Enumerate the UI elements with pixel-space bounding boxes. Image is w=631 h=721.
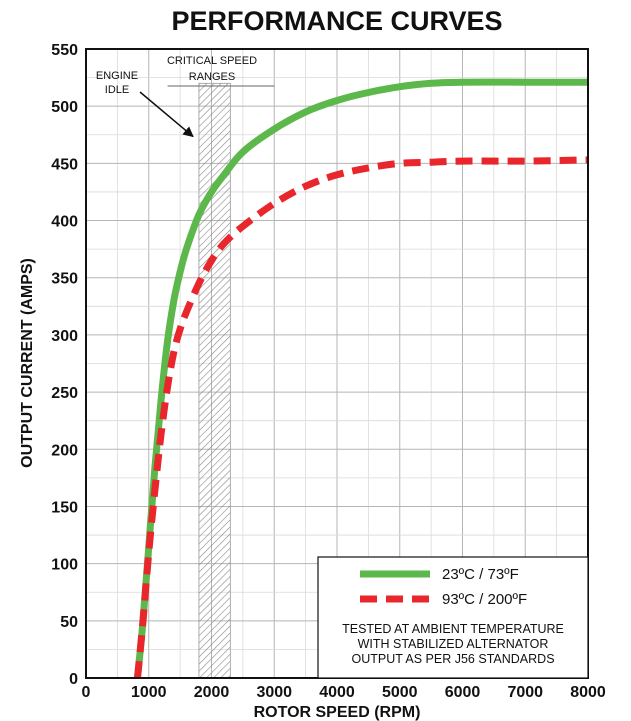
y-tick-labels: 0 50 100 150 200 250 300 350 400 450 500 550 [51,42,78,688]
x-axis-label: ROTOR SPEED (RPM) [254,704,421,721]
x-tick-label-2000: 2000 [194,684,230,701]
y-tick-label-550: 550 [51,42,78,59]
y-tick-label-150: 150 [51,499,78,516]
series-line-0 [134,78,589,679]
x-tick-label-1000: 1000 [131,684,167,701]
x-tick-label-5000: 5000 [382,684,418,701]
legend-label-93c: 93ºC / 200ºF [442,591,527,608]
y-tick-label-450: 450 [51,156,78,173]
critical-speed-label-line1: CRITICAL SPEED [167,55,257,67]
x-tick-label-8000: 8000 [570,684,606,701]
engine-idle-label-line2: IDLE [105,84,129,96]
y-tick-label-100: 100 [51,557,78,574]
legend: 23ºC / 73ºF 93ºC / 200ºF TESTED AT AMBIE… [317,556,589,679]
x-tick-label-4000: 4000 [319,684,355,701]
y-axis-label: OUTPUT CURRENT (AMPS) [19,258,36,468]
series-lines [134,78,589,679]
y-tick-label-500: 500 [51,99,78,116]
engine-idle-label-line1: ENGINE [96,70,138,82]
critical-speed-label-line2: RANGES [189,71,235,83]
y-tick-label-300: 300 [51,328,78,345]
y-tick-label-200: 200 [51,442,78,459]
y-tick-label-350: 350 [51,271,78,288]
x-tick-label-3000: 3000 [256,684,292,701]
test-note-line2: WITH STABILIZED ALTERNATOR [358,637,549,651]
engine-idle-arrow [139,91,194,138]
y-tick-label-0: 0 [69,671,78,688]
annotations: ENGINE IDLE CRITICAL SPEED RANGES [96,55,275,138]
y-tick-label-250: 250 [51,385,78,402]
y-tick-label-50: 50 [60,614,78,631]
x-tick-label-7000: 7000 [507,684,543,701]
x-tick-label-6000: 6000 [445,684,481,701]
series-line-1 [134,156,589,679]
x-tick-label-0: 0 [82,684,91,701]
chart-title: PERFORMANCE CURVES [171,6,502,36]
x-tick-labels: 0 1000 2000 3000 4000 5000 6000 7000 8000 [82,684,606,701]
test-note-line1: TESTED AT AMBIENT TEMPERATURE [342,622,564,636]
y-tick-label-400: 400 [51,214,78,231]
test-note-line3: OUTPUT AS PER J56 STANDARDS [351,652,554,666]
legend-label-23c: 23ºC / 73ºF [442,566,519,583]
